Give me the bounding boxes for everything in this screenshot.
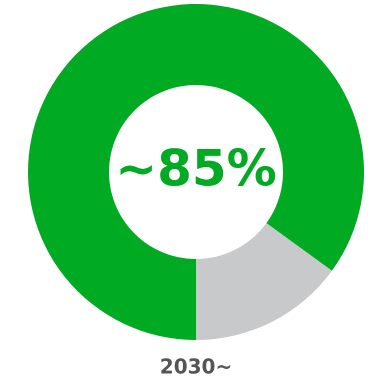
donut-slice-primary xyxy=(27,4,365,340)
donut-slices xyxy=(27,4,365,340)
center-percentage-label: ~85% xyxy=(115,140,277,198)
category-label: 2030~ xyxy=(160,355,232,379)
donut-slice-remainder xyxy=(196,223,332,340)
